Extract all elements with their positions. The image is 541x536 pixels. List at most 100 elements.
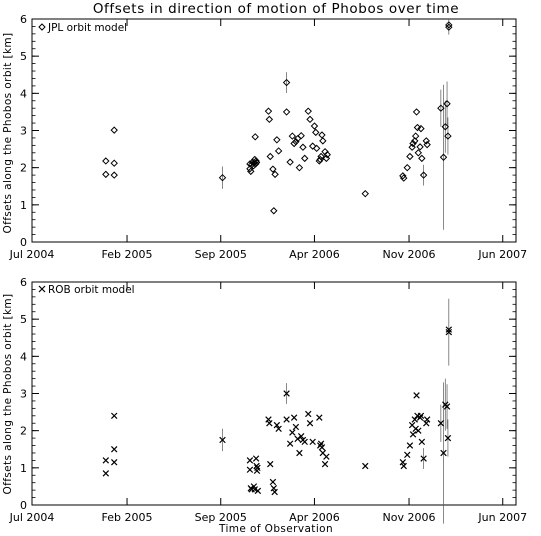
bottom-data-point [254, 464, 261, 472]
bottom-y-tick-labels: 0 1 2 3 4 5 6 [20, 276, 27, 512]
bottom-data-point [297, 433, 305, 440]
bottom-x-tick-labels: Jul 2004 Feb 2005 Sep 2005 Apr 2006 Nov 2006… [9, 511, 527, 524]
top-data-point [437, 104, 445, 112]
top-legend-label: JPL orbit model [47, 22, 127, 34]
top-data-point [312, 128, 320, 137]
bottom-data-point [273, 421, 281, 429]
top-data-point [273, 136, 281, 144]
bottom-data-point [219, 436, 226, 444]
top-data-point [406, 152, 414, 161]
top-x-tick-label: Jul 2004 [9, 248, 55, 261]
top-legend-cross-icon [38, 285, 46, 293]
bottom-data-point [399, 459, 407, 466]
bottom-y-tick-label: 4 [20, 350, 27, 363]
top-data-point [408, 143, 416, 151]
top-data-point [412, 108, 421, 116]
bottom-data-point [283, 390, 290, 397]
top-data-point [102, 157, 110, 165]
top-data-point [110, 126, 118, 134]
top-data-point [252, 158, 261, 167]
top-y-axis-label: Offsets along the Phobos orbit [km] [2, 32, 14, 233]
bottom-x-tick-label: Feb 2005 [102, 511, 153, 524]
bottom-y-tick-label: 3 [20, 388, 27, 401]
top-data-point [269, 165, 277, 173]
bottom-y-tick-label: 6 [20, 276, 27, 289]
bottom-data-point [110, 412, 118, 420]
top-data-point [414, 149, 423, 157]
bottom-data-point [252, 455, 260, 462]
bottom-data-point [110, 459, 118, 466]
bottom-data-point [254, 487, 262, 495]
top-data-point [247, 167, 255, 176]
bottom-data-point [270, 485, 278, 492]
bottom-x-tick-label: Jun 2007 [477, 511, 527, 524]
top-x-tick-labels: Jul 2004 Feb 2005 Sep 2005 Apr 2006 Nov 2006… [9, 248, 527, 261]
top-data-point [297, 131, 305, 140]
bottom-data-point [416, 414, 424, 421]
top-data-point [321, 147, 329, 156]
top-y-tick-label: 0 [20, 236, 27, 249]
bottom-data-point [321, 460, 329, 468]
top-data-point [110, 159, 118, 167]
top-data-point [312, 144, 321, 153]
bottom-data-point [440, 449, 447, 457]
bottom-data-point [362, 462, 369, 470]
bottom-data-point [102, 457, 110, 464]
bottom-panel: 0 1 2 3 4 5 6 Jul 2004 Feb 2005 Sep 2005 Apr 2006… [2, 276, 527, 535]
top-data-point [409, 139, 417, 148]
top-data-point [399, 172, 407, 180]
bottom-data-point [283, 416, 290, 423]
top-data-point [306, 115, 314, 124]
top-legend: JPL orbit model [38, 22, 127, 34]
top-data-point [218, 173, 227, 182]
bottom-data-point [246, 466, 254, 473]
top-data-point [271, 170, 279, 179]
bottom-data-point [444, 434, 452, 442]
top-data-point [270, 207, 278, 215]
top-data-point [265, 115, 274, 124]
bottom-data-point [286, 440, 294, 447]
bottom-y-axis-label: Offsets along the Phobos orbit [km] [2, 293, 14, 494]
bottom-data-point [246, 457, 254, 464]
bottom-data-point [400, 462, 407, 470]
bottom-data-point [418, 438, 426, 446]
top-data-point [319, 137, 327, 145]
bottom-ticks [31, 281, 516, 506]
bottom-data-point [269, 478, 277, 486]
top-y-tick-labels: 0 1 2 3 4 5 6 [20, 13, 27, 249]
top-data-point [282, 108, 291, 116]
top-data-point [266, 152, 274, 161]
top-data-point [299, 143, 307, 151]
bottom-x-tick-label: Sep 2005 [195, 511, 247, 524]
top-data-point [419, 171, 428, 179]
bottom-legend-label: ROB orbit model [48, 284, 135, 296]
bottom-x-tick-label: Jul 2004 [9, 511, 55, 524]
bottom-data-point [445, 326, 453, 333]
top-data-point [251, 133, 259, 141]
top-x-tick-label: Apr 2006 [289, 248, 340, 261]
bottom-x-tick-label: Apr 2006 [289, 511, 340, 524]
top-data-point [250, 159, 258, 167]
top-y-tick-label: 5 [20, 50, 27, 63]
bottom-data-point [110, 446, 118, 453]
top-data-point [110, 171, 118, 179]
bottom-x-axis-label: Time of Observation [218, 523, 333, 535]
bottom-data-point [318, 444, 326, 451]
bottom-data-point [317, 440, 325, 447]
bottom-legend: ROB orbit model [38, 284, 135, 296]
top-y-tick-label: 2 [20, 162, 27, 175]
bottom-data-point [316, 414, 323, 421]
bottom-data-point [406, 442, 414, 449]
bottom-data-point [271, 488, 278, 496]
bottom-data-point [309, 438, 316, 446]
top-data-point [423, 140, 431, 149]
top-data-point [403, 163, 411, 172]
bottom-y-tick-label: 0 [20, 499, 27, 512]
bottom-y-tick-label: 5 [20, 313, 27, 326]
top-data-point [323, 150, 331, 159]
bottom-data-point [445, 328, 453, 336]
bottom-data-point [289, 429, 296, 436]
bottom-data-point [323, 453, 330, 460]
top-data-point [422, 137, 430, 145]
